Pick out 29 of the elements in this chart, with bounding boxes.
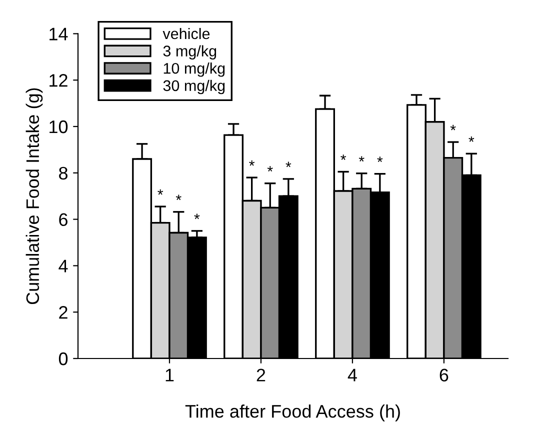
x-tick-label: 1 [166, 368, 174, 382]
x-tick-label: 2 [256, 368, 266, 382]
y-tick-label: 6 [59, 213, 68, 226]
y-tick-label: 4 [58, 260, 68, 272]
data-label: * [158, 189, 164, 195]
y-tick-label: 10 [50, 120, 68, 134]
x-tick-label: 6 [440, 368, 448, 382]
data-label: * [249, 160, 255, 166]
data-label: * [450, 124, 456, 130]
y-tick-label: 12 [50, 74, 68, 87]
y-tick-label: 14 [50, 28, 68, 40]
legend-label: 3 mg/kg [163, 45, 216, 60]
data-label: * [176, 194, 182, 200]
x-axis-title: Time after Food Access (h) [185, 404, 400, 422]
y-tick-label: 0 [58, 352, 68, 366]
data-label: * [377, 156, 383, 162]
data-label: * [194, 214, 200, 220]
y-axis-title: Cumulative Food Intake (g) [26, 88, 43, 304]
data-label: * [468, 136, 474, 142]
data-label: * [286, 162, 292, 168]
y-tick-label: 8 [59, 166, 68, 180]
legend-label: 30 mg/kg [163, 80, 225, 94]
data-label: * [358, 156, 364, 162]
legend-label: 10 mg/kg [164, 62, 225, 77]
data-label: * [340, 154, 346, 160]
legend-label: vehicle [162, 28, 210, 40]
x-tick-label: 4 [348, 368, 357, 382]
data-label: * [267, 166, 273, 172]
y-tick-label: 2 [59, 306, 68, 319]
